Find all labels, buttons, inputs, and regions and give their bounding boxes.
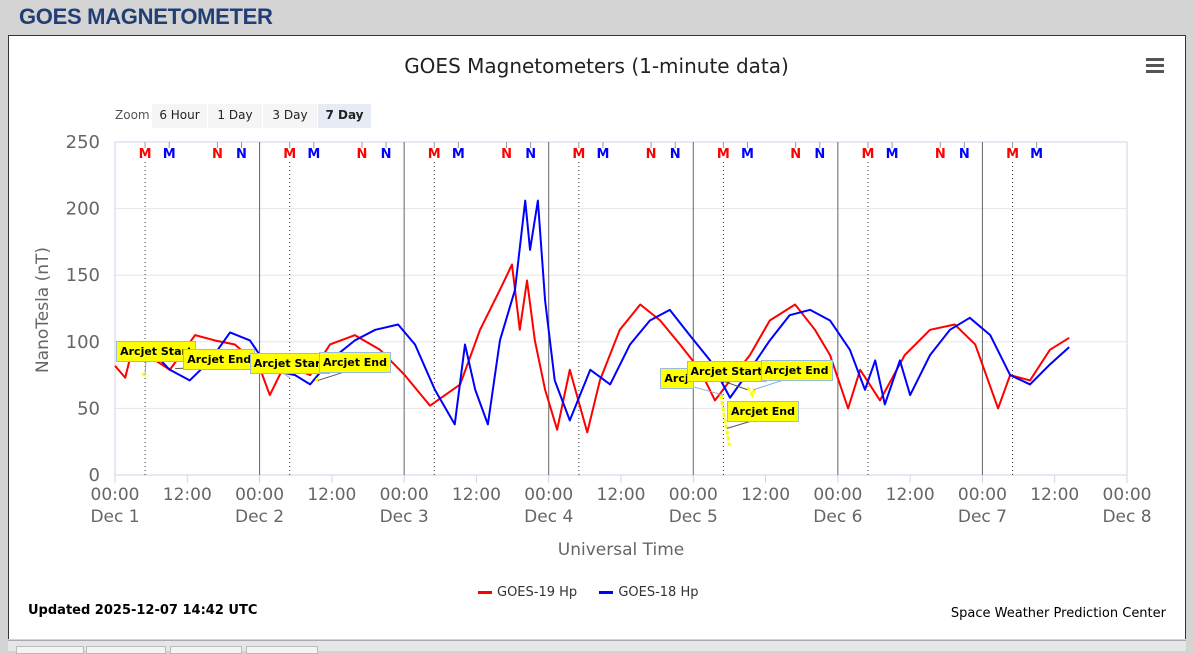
local-midnight-marker: M [1006,147,1019,162]
chart-title: GOES Magnetometers (1-minute data) [404,54,789,78]
x-tick-time: 00:00 [669,485,718,505]
y-tick-label: 0 [89,465,100,486]
x-tick-date: Dec 8 [1102,507,1151,527]
plot-border [114,141,1128,476]
local-midnight-marker: M [741,147,754,162]
legend-label: GOES-19 Hp [497,585,578,600]
x-tick-time: 00:00 [235,485,284,505]
local-midnight-marker: M [886,147,899,162]
local-noon-marker: N [525,147,536,162]
x-tick-date: Dec 5 [669,507,718,527]
y-tick-label: 200 [66,199,100,220]
local-midnight-marker: M [717,147,730,162]
series-line-goes18 [144,199,1070,426]
local-midnight-marker: M [163,147,176,162]
local-midnight-marker: M [139,147,152,162]
local-noon-marker: N [959,147,970,162]
x-tick-time: 00:00 [1103,485,1152,505]
local-midnight-marker: M [428,147,441,162]
local-midnight-marker: M [1030,147,1043,162]
arcjet-annotation: Arcjet End [183,349,256,371]
arcjet-annotation: Arcjet Start [686,360,767,382]
arcjet-annotation: Arcjet Start [249,352,330,374]
local-noon-marker: N [646,147,657,162]
zoom-6-hour-button[interactable]: 6 Hour [152,104,207,128]
arcjet-segment [746,386,757,399]
page-header: GOES MAGNETOMETER [19,4,273,29]
x-tick-date: Dec 2 [235,507,284,527]
legend-item-goes19[interactable]: GOES-19 Hp [478,585,577,600]
x-tick-time: 00:00 [524,485,573,505]
arcjet-annotation: Arcjet Start [116,341,197,363]
local-noon-marker: N [814,147,825,162]
updated-timestamp: Updated 2025-12-07 14:42 UTC [28,603,258,618]
zoom-3-day-button[interactable]: 3 Day [263,104,317,128]
arcjet-annotation: Arcjet End [760,359,833,381]
x-tick-time: 12:00 [163,485,212,505]
local-midnight-marker: M [572,147,585,162]
arcjet-annotation: Arcjet Start [660,368,695,390]
y-axis-title: NanoTesla (nT) [33,246,53,374]
x-tick-date: Dec 3 [380,507,429,527]
local-noon-marker: N [381,147,392,162]
local-midnight-marker: M [596,147,609,162]
y-tick-label: 100 [66,332,100,353]
zoom-1-day-button[interactable]: 1 Day [208,104,262,128]
legend-item-goes18[interactable]: GOES-18 Hp [599,585,698,600]
legend-swatch [478,591,492,594]
legend-label: GOES-18 Hp [618,585,699,600]
legend: GOES-19 Hp GOES-18 Hp [478,585,716,600]
x-tick-date: Dec 7 [958,507,1007,527]
x-tick-time: 12:00 [597,485,646,505]
x-tick-time: 00:00 [380,485,429,505]
annotation-connector [690,385,724,396]
local-midnight-marker: M [452,147,465,162]
x-tick-time: 12:00 [1030,485,1079,505]
x-tick-time: 00:00 [91,485,140,505]
x-tick-date: Dec 4 [524,507,573,527]
zoom-7-day-button[interactable]: 7 Day [318,104,371,128]
local-midnight-marker: M [283,147,296,162]
arcjet-annotation: Arcjet End [727,401,800,423]
zoom-label: Zoom [115,108,150,122]
bottom-tab-strip [8,640,1186,651]
local-noon-marker: N [935,147,946,162]
local-noon-marker: N [670,147,681,162]
y-tick-label: 250 [66,132,100,153]
x-tick-date: Dec 6 [813,507,862,527]
x-axis-title: Universal Time [557,540,685,560]
legend-swatch [599,591,614,594]
x-tick-time: 00:00 [813,485,862,505]
y-tick-label: 50 [77,398,100,419]
credit-text: Space Weather Prediction Center [950,606,1166,621]
local-midnight-marker: M [862,147,875,162]
local-noon-marker: N [236,147,247,162]
local-noon-marker: N [212,147,223,162]
x-tick-time: 12:00 [452,485,501,505]
local-noon-marker: N [357,147,368,162]
x-tick-time: 12:00 [307,485,356,505]
series-line-goes19 [114,263,1070,434]
local-noon-marker: N [790,147,801,162]
hamburger-menu-icon[interactable] [1146,58,1164,74]
arcjet-segment [719,394,731,446]
x-tick-time: 12:00 [886,485,935,505]
y-tick-label: 150 [66,265,100,286]
x-tick-date: Dec 1 [90,507,139,527]
local-noon-marker: N [501,147,512,162]
arcjet-annotation: Arcjet End [319,352,391,374]
x-tick-time: 00:00 [958,485,1007,505]
local-midnight-marker: M [307,147,320,162]
x-tick-time: 12:00 [741,485,790,505]
